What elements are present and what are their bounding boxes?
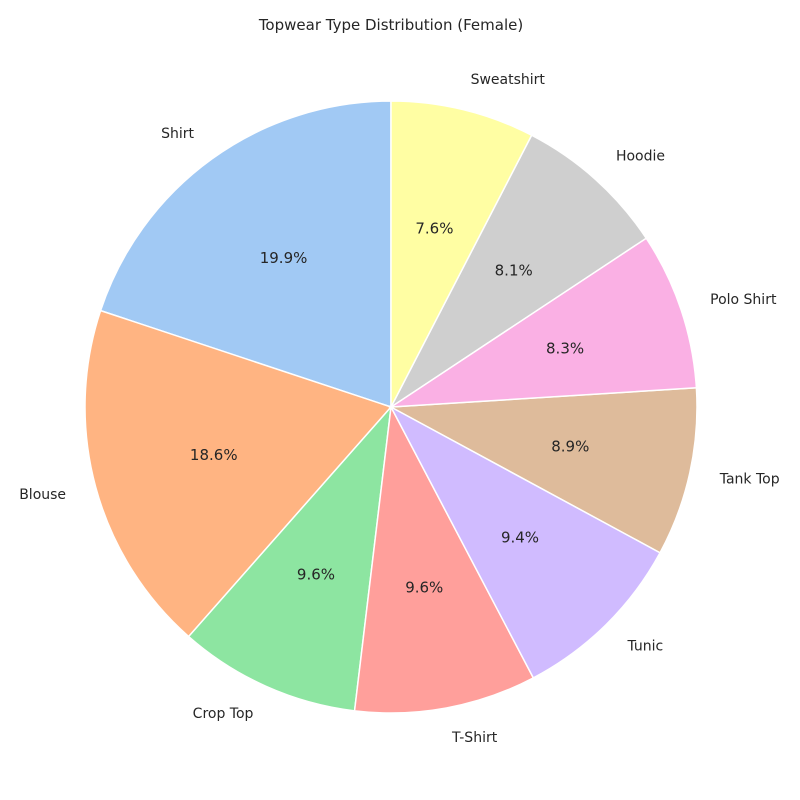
- category-label-blouse: Blouse: [19, 487, 66, 503]
- pct-label-shirt: 19.9%: [260, 249, 308, 267]
- pct-label-blouse: 18.6%: [190, 446, 238, 464]
- category-label-tunic: Tunic: [627, 639, 664, 655]
- slice-hoodie: [389, 134, 648, 410]
- slices-layer: [84, 100, 698, 714]
- category-label-polo-shirt: Polo Shirt: [710, 292, 777, 308]
- chart-title: Topwear Type Distribution (Female): [258, 16, 523, 34]
- pct-label-t-shirt: 9.6%: [405, 579, 443, 597]
- pct-label-tunic: 9.4%: [501, 529, 539, 547]
- labels-layer: 19.9% Shirt 18.6% Blouse 9.6% Crop Top 9.6% T-S…: [19, 72, 779, 746]
- slice-polo-shirt: [388, 237, 698, 408]
- slice-sweatshirt: [390, 100, 533, 408]
- slice-shirt: [99, 100, 392, 409]
- category-label-t-shirt: T-Shirt: [451, 730, 498, 746]
- category-label-sweatshirt: Sweatshirt: [471, 72, 546, 88]
- pct-label-tank-top: 8.9%: [551, 437, 589, 455]
- slice-tank-top: [388, 386, 698, 554]
- category-label-hoodie: Hoodie: [616, 149, 665, 165]
- pct-label-sweatshirt: 7.6%: [415, 220, 453, 238]
- pct-label-hoodie: 8.1%: [495, 261, 533, 279]
- slice-tunic: [389, 405, 662, 679]
- pct-label-polo-shirt: 8.3%: [546, 340, 584, 358]
- category-label-shirt: Shirt: [161, 126, 194, 142]
- pct-label-crop-top: 9.6%: [297, 566, 335, 584]
- slice-t-shirt: [353, 404, 535, 714]
- slice-crop-top: [187, 404, 393, 712]
- category-label-crop-top: Crop Top: [193, 706, 254, 722]
- category-label-tank-top: Tank Top: [719, 471, 780, 487]
- slice-blouse: [84, 309, 393, 638]
